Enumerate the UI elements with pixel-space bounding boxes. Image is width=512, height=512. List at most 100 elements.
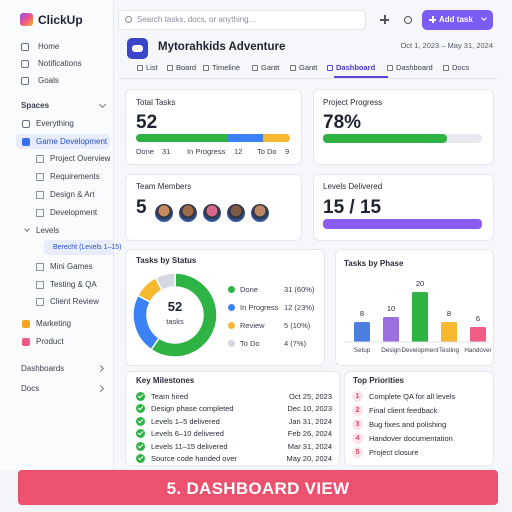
tab-icon: [137, 65, 143, 71]
add-task-label: Add task: [439, 15, 473, 24]
banner-text: 5. DASHBOARD VIEW: [166, 479, 350, 498]
logo-icon: [20, 13, 33, 26]
rank-number: 4: [355, 435, 360, 442]
tree-item[interactable]: Design & Art: [50, 190, 95, 199]
tree-item[interactable]: Development: [50, 208, 98, 217]
card-title: Levels Delivered: [323, 182, 383, 191]
section-link[interactable]: Docs: [21, 384, 40, 393]
tree-item[interactable]: Marketing: [36, 319, 72, 328]
tree-icon: [36, 298, 44, 306]
avatar: [154, 203, 174, 223]
nav-item[interactable]: Goals: [38, 76, 59, 85]
tree-item[interactable]: Everything: [36, 119, 74, 128]
tree-item[interactable]: Requirements: [50, 172, 100, 181]
tree-item[interactable]: Berecht (Levels 1–15): [53, 244, 122, 251]
tree-icon: [22, 120, 30, 128]
legend-dot: [228, 322, 235, 329]
tab-icon: [443, 65, 449, 71]
priority-text: Complete QA for all levels: [369, 392, 456, 401]
tab-underline: [334, 76, 388, 78]
project-title: Mytorahkids Adventure: [158, 41, 286, 53]
legend-value: 9: [285, 147, 290, 156]
tree-icon: [36, 281, 44, 289]
priority-text: Bug fixes and polishing: [369, 420, 447, 429]
avatar: [226, 203, 246, 223]
legend-value: 31 (60%): [284, 285, 315, 294]
bar: [470, 327, 486, 342]
sync-icon[interactable]: [404, 16, 412, 24]
add-task-button[interactable]: [422, 10, 493, 30]
milestone-name: Levels 6–10 delivered: [151, 429, 224, 439]
tree-item[interactable]: Project Overview: [50, 154, 111, 163]
tab[interactable]: Gantt: [299, 63, 318, 72]
tree-item[interactable]: Product: [36, 337, 64, 346]
tree-item[interactable]: Game Development: [36, 137, 108, 146]
tab[interactable]: Dashboard: [336, 63, 376, 72]
donut-chart: 52 tasks: [132, 272, 218, 358]
tab[interactable]: Dashboard: [396, 63, 433, 72]
x-tick-label: Testing: [439, 347, 459, 354]
x-tick-label: Development: [401, 347, 438, 354]
milestone-date: Dec 10, 2023: [287, 404, 332, 414]
section-link[interactable]: Dashboards: [21, 364, 65, 373]
rank-badge: [352, 419, 363, 430]
tab-icon: [290, 65, 296, 71]
tree-item[interactable]: Client Review: [50, 297, 99, 306]
milestone-date: Feb 26, 2024: [287, 429, 332, 439]
active-item-bg: [44, 240, 114, 255]
tab[interactable]: Docs: [452, 63, 470, 72]
tab-icon: [203, 65, 209, 71]
tree-icon: [36, 263, 44, 271]
donut-caption: tasks: [166, 317, 184, 326]
tree-item[interactable]: Testing & QA: [50, 280, 97, 289]
tab-icon: [327, 65, 333, 71]
x-tick-label: Design: [381, 347, 401, 354]
nav-icon: [21, 60, 29, 68]
project-dates: Oct 1, 2023 – May 31, 2024: [400, 41, 493, 50]
spaces-heading: Spaces: [21, 101, 50, 110]
card-title: Tasks by Status: [136, 256, 197, 265]
card-title: Top Priorities: [353, 376, 404, 385]
tree-icon: [36, 191, 44, 199]
legend-dot: [228, 304, 235, 311]
bar: [383, 317, 399, 342]
rank-number: 5: [355, 449, 360, 456]
check-icon: [136, 441, 145, 451]
avatar: [178, 203, 198, 223]
tab[interactable]: List: [146, 63, 158, 72]
bar: [441, 322, 457, 342]
tab[interactable]: Timeline: [212, 63, 241, 72]
nav-item[interactable]: Notifications: [38, 59, 82, 68]
card-title: Team Members: [136, 182, 192, 191]
check-icon: [136, 429, 145, 439]
card-title: Total Tasks: [136, 98, 176, 107]
milestone-date: Mar 31, 2024: [287, 441, 332, 451]
search-icon: [125, 16, 132, 23]
nav-icon: [21, 77, 29, 85]
banner: [18, 470, 498, 505]
legend-value: 31: [162, 147, 171, 156]
legend-value: 5 (10%): [284, 321, 311, 330]
bar-value-label: 8: [360, 309, 364, 318]
legend-label: In Progress: [240, 303, 279, 312]
search-box[interactable]: [118, 10, 366, 30]
tree-icon: [36, 155, 44, 163]
tab-icon: [252, 65, 258, 71]
sidebar: [0, 0, 114, 470]
tree-item[interactable]: Levels: [36, 226, 60, 235]
big-number: 78%: [323, 112, 362, 133]
tab[interactable]: Gantt: [261, 63, 280, 72]
check-icon: [136, 404, 145, 414]
milestone-date: Oct 25, 2023: [289, 392, 332, 401]
tab[interactable]: Board: [176, 63, 197, 72]
card-title: Project Progress: [323, 98, 383, 107]
check-icon: [136, 454, 145, 463]
nav-item[interactable]: Home: [38, 42, 60, 51]
priority-text: Final client feedback: [369, 406, 438, 415]
milestone-date: Jan 31, 2024: [288, 416, 332, 426]
avatar: [250, 203, 270, 223]
tree-item[interactable]: Mini Games: [50, 262, 93, 271]
legend-label: In Progress: [187, 147, 226, 156]
milestone-name: Team hired: [151, 392, 189, 401]
